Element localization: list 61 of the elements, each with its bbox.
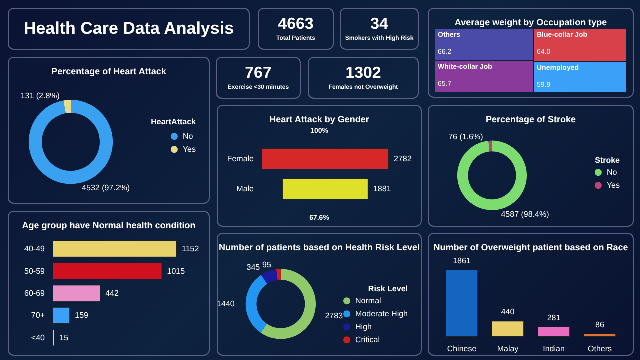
- data-label: 1015: [167, 266, 186, 276]
- legend-label: High: [356, 322, 372, 332]
- data-label: 345: [246, 263, 261, 272]
- chart-title: Number of Overweight patient based on Race: [434, 242, 628, 252]
- data-label: 159: [75, 311, 90, 320]
- data-label: 442: [106, 289, 120, 298]
- bar: [538, 326, 570, 337]
- legend-label: Yes: [182, 145, 196, 154]
- data-label: 15: [60, 333, 70, 342]
- x-tick-label: Others: [588, 344, 612, 354]
- bar: [584, 334, 616, 337]
- text: Average weight by Occupation type: [454, 18, 608, 28]
- data-label: 34: [370, 14, 388, 34]
- legend-label: Moderate High: [356, 310, 408, 319]
- data-label: 1881: [373, 184, 392, 194]
- legend-label: Yes: [606, 181, 620, 190]
- text: Health Care Data Analysis: [9, 9, 249, 49]
- data-label: 4663: [278, 14, 314, 34]
- data-label: 2783: [325, 311, 344, 320]
- legend-title: HeartAttack: [151, 118, 197, 127]
- data-label: 86: [596, 320, 605, 330]
- legend-label: Critical: [356, 336, 380, 345]
- data-label: 1440: [217, 299, 236, 308]
- bar: [492, 321, 524, 337]
- category-label: Male: [236, 184, 255, 194]
- data-label: 1302: [346, 64, 382, 84]
- data-label: 281: [547, 313, 562, 322]
- data-label: 767: [245, 64, 272, 84]
- data-label: 4532 (97.2%): [82, 183, 130, 192]
- data-label: 131 (2.8%): [20, 92, 60, 101]
- y-tick-label: 60-69: [24, 289, 46, 298]
- data-label: 1861: [453, 256, 472, 266]
- legend-label: Normal: [356, 296, 382, 306]
- chart-title: Age group have Normal health condition: [22, 220, 196, 230]
- legend-title: Risk Level: [368, 284, 408, 294]
- bar: [53, 307, 70, 324]
- legend-label: No: [182, 132, 194, 142]
- data-label: 1152: [182, 244, 200, 254]
- data-label: 2782: [394, 154, 412, 164]
- chart-title: Percentage of Heart Attack: [52, 66, 168, 76]
- x-tick-label: Malay: [497, 344, 519, 354]
- y-tick-label: 50-59: [24, 266, 46, 276]
- y-tick-label: <40: [31, 333, 46, 342]
- chart-title: Percentage of Stroke: [486, 114, 576, 124]
- bar: [446, 270, 478, 337]
- bar: [53, 262, 162, 280]
- y-tick-label: 70+: [31, 311, 46, 320]
- data-label: 95: [262, 260, 272, 270]
- legend-title: Stroke: [595, 156, 621, 166]
- y-tick-label: 40-49: [24, 244, 46, 254]
- data-label: 76 (1.6%): [448, 132, 484, 142]
- chart-title: Number of patients based on Health Risk Level: [218, 242, 420, 252]
- legend-label: No: [606, 168, 618, 178]
- x-tick-label: Indian: [543, 344, 565, 354]
- bar: [53, 240, 177, 258]
- category-label: Female: [227, 154, 255, 164]
- data-label: 440: [501, 308, 516, 317]
- text: Heart Attack by Gender: [270, 114, 370, 124]
- data-label: 4587 (98.4%): [501, 210, 550, 219]
- x-tick-label: Chinese: [447, 344, 478, 354]
- bar: [53, 285, 101, 302]
